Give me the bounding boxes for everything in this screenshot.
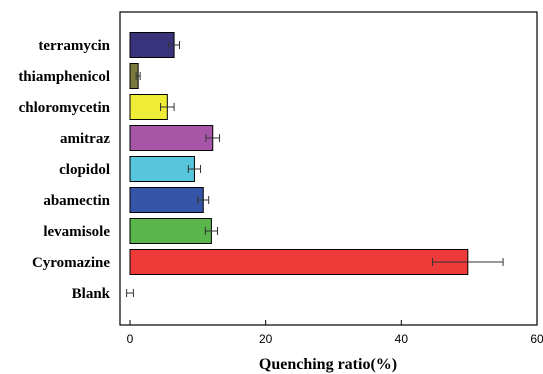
bar-amitraz <box>129 125 214 151</box>
x-axis-title: Quenching ratio(%) <box>259 356 397 373</box>
error-bar-clopidol <box>187 165 202 173</box>
error-bar-terramycin <box>168 41 181 49</box>
category-label-levamisole: levamisole <box>43 224 110 240</box>
error-bar-abamectin <box>197 196 210 204</box>
plot-frame <box>119 11 538 326</box>
bar-terramycin <box>129 32 175 58</box>
error-bar-cyromazine <box>432 258 504 266</box>
bar-clopidol <box>129 156 195 182</box>
error-bar-blank <box>126 289 134 297</box>
plot-border <box>119 11 538 326</box>
x-tick-label-40: 40 <box>395 332 409 346</box>
category-label-clopidol: clopidol <box>59 162 110 178</box>
category-label-amitraz: amitraz <box>60 131 110 147</box>
bars-group <box>129 32 469 275</box>
category-label-thiamphenicol: thiamphenicol <box>18 69 110 85</box>
category-label-cyromazine: Cyromazine <box>32 255 110 271</box>
error-bar-amitraz <box>205 134 221 142</box>
error-bar-levamisole <box>204 227 219 235</box>
bar-levamisole <box>129 218 212 244</box>
error-bar-chloromycetin <box>160 103 175 111</box>
x-tick-label-60: 60 <box>530 332 543 346</box>
x-ticks-group: 0 20 40 60 <box>127 320 543 346</box>
bar-abamectin <box>129 187 204 213</box>
category-label-abamectin: abamectin <box>43 193 110 209</box>
bar-cyromazine <box>129 249 469 275</box>
category-label-blank: Blank <box>72 286 111 302</box>
error-bar-thiamphenicol <box>135 72 141 80</box>
category-labels-group: terramycin thiamphenicol chloromycetin amit… <box>18 38 110 302</box>
category-label-terramycin: terramycin <box>38 38 110 54</box>
error-bars-group <box>126 41 504 297</box>
x-tick-label-20: 20 <box>259 332 273 346</box>
category-label-chloromycetin: chloromycetin <box>19 100 111 116</box>
x-tick-label-0: 0 <box>127 332 134 346</box>
